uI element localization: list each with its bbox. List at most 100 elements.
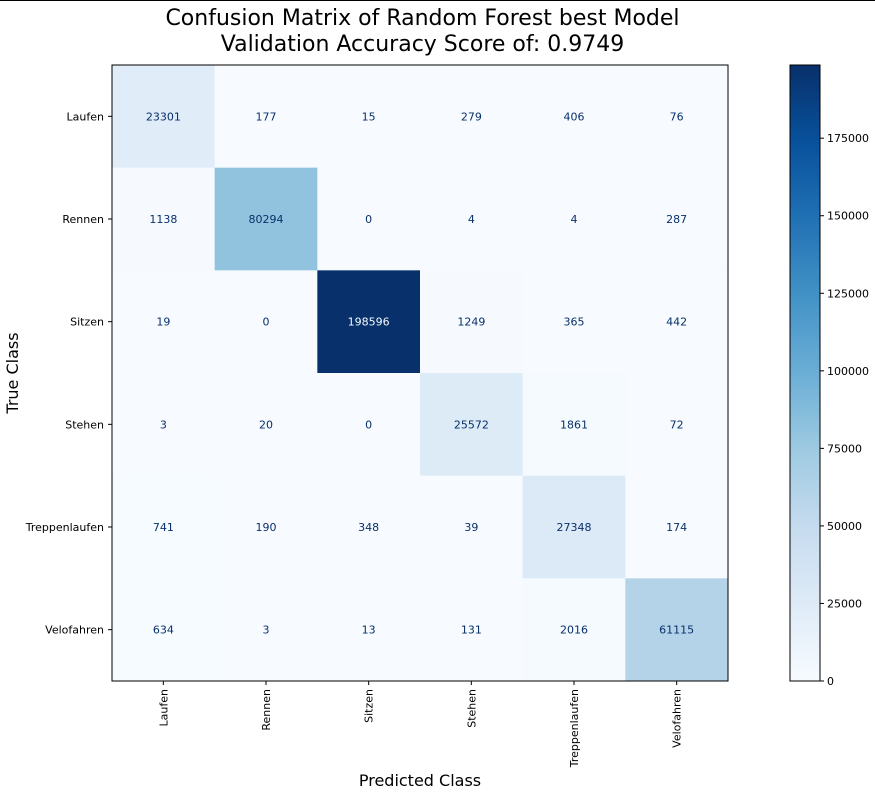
x-tick-label: Laufen [157, 689, 170, 726]
cell-treppenlaufen-laufen [112, 475, 216, 579]
cell-value-label: 348 [358, 521, 379, 534]
cell-value-label: 3 [160, 418, 167, 431]
cell-stehen-velofahren [625, 373, 729, 477]
cell-velofahren-stehen [420, 578, 524, 682]
cell-value-label: 174 [666, 521, 687, 534]
cell-value-label: 20 [259, 418, 273, 431]
colorbar-tick-label: 25000 [827, 597, 862, 610]
cell-value-label: 13 [362, 624, 376, 637]
cell-sitzen-stehen [420, 270, 524, 374]
cell-value-label: 365 [564, 316, 585, 329]
cell-value-label: 190 [256, 521, 277, 534]
cell-value-label: 39 [464, 521, 478, 534]
cell-sitzen-sitzen [317, 270, 421, 374]
cell-laufen-laufen [112, 65, 216, 169]
cell-rennen-rennen [214, 167, 318, 271]
colorbar-ticks: 0 25000 50000 75000 100000 125000 150000 175000 [820, 132, 869, 688]
y-tick-label: Sitzen [70, 316, 104, 329]
cell-treppenlaufen-velofahren [625, 475, 729, 579]
cell-sitzen-velofahren [625, 270, 729, 374]
cell-value-label: 25572 [454, 418, 489, 431]
cell-treppenlaufen-sitzen [317, 475, 421, 579]
cell-value-label: 634 [153, 624, 174, 637]
x-tick-label: Treppenlaufen [568, 689, 581, 768]
cell-treppenlaufen-rennen [214, 475, 318, 579]
cell-stehen-rennen [214, 373, 318, 477]
cell-value-label: 72 [670, 418, 684, 431]
cell-value-label: 442 [666, 316, 687, 329]
cell-value-label: 27348 [557, 521, 592, 534]
cell-value-label: 131 [461, 624, 482, 637]
cell-velofahren-treppenlaufen [522, 578, 626, 682]
cell-value-label: 1249 [457, 316, 485, 329]
cell-velofahren-laufen [112, 578, 216, 682]
cell-value-label: 0 [365, 213, 372, 226]
cell-treppenlaufen-stehen [420, 475, 524, 579]
top-border [0, 0, 875, 1]
cell-rennen-treppenlaufen [522, 167, 626, 271]
colorbar-tick-label: 150000 [827, 210, 869, 223]
cell-treppenlaufen-treppenlaufen [522, 475, 626, 579]
cell-value-label: 4 [468, 213, 475, 226]
cell-value-label: 0 [263, 316, 270, 329]
y-tick-label: Stehen [65, 418, 104, 431]
cell-stehen-laufen [112, 373, 216, 477]
cell-value-label: 3 [263, 624, 270, 637]
cell-velofahren-velofahren [625, 578, 729, 682]
cell-value-label: 15 [362, 110, 376, 123]
cell-value-label: 61115 [659, 624, 694, 637]
cell-laufen-rennen [214, 65, 318, 169]
cell-value-label: 4 [571, 213, 578, 226]
x-tick-label: Velofahren [671, 689, 684, 748]
colorbar [789, 64, 821, 682]
cell-velofahren-sitzen [317, 578, 421, 682]
cell-value-label: 1138 [149, 213, 177, 226]
colorbar-tick-label: 75000 [827, 442, 862, 455]
colorbar-tick-label: 125000 [827, 287, 869, 300]
cell-rennen-stehen [420, 167, 524, 271]
plot-frame [111, 64, 729, 682]
x-tick-label: Stehen [465, 689, 478, 728]
cell-rennen-laufen [112, 167, 216, 271]
cell-value-label: 80294 [249, 213, 284, 226]
cell-value-label: 406 [564, 110, 585, 123]
cell-stehen-treppenlaufen [522, 373, 626, 477]
cell-value-label: 1861 [560, 418, 588, 431]
y-tick-label: Rennen [62, 213, 104, 226]
chart-subtitle: Validation Accuracy Score of: 0.9749 [220, 32, 625, 57]
cell-rennen-sitzen [317, 167, 421, 271]
y-tick-label: Velofahren [45, 624, 104, 637]
cell-sitzen-treppenlaufen [522, 270, 626, 374]
cell-stehen-stehen [420, 373, 524, 477]
cell-sitzen-laufen [112, 270, 216, 374]
cell-velofahren-rennen [214, 578, 318, 682]
cell-laufen-velofahren [625, 65, 729, 169]
x-tick-label: Sitzen [363, 689, 376, 723]
x-axis-title: Predicted Class [359, 771, 481, 790]
cell-value-label: 279 [461, 110, 482, 123]
y-tick-label: Laufen [67, 110, 104, 123]
y-axis-title: True Class [3, 332, 22, 414]
colorbar-tick-label: 100000 [827, 365, 869, 378]
colorbar-tick-label: 175000 [827, 132, 869, 145]
cell-rennen-velofahren [625, 167, 729, 271]
cell-laufen-treppenlaufen [522, 65, 626, 169]
cell-value-label: 19 [156, 316, 170, 329]
cell-value-label: 198596 [348, 316, 390, 329]
cell-value-label: 76 [670, 110, 684, 123]
cell-sitzen-rennen [214, 270, 318, 374]
cell-value-label: 287 [666, 213, 687, 226]
colorbar-tick-label: 50000 [827, 520, 862, 533]
cell-value-label: 2016 [560, 624, 588, 637]
cell-stehen-sitzen [317, 373, 421, 477]
cell-value-label: 741 [153, 521, 174, 534]
cell-value-label: 0 [365, 418, 372, 431]
cell-laufen-sitzen [317, 65, 421, 169]
chart-title: Confusion Matrix of Random Forest best M… [165, 6, 680, 31]
colorbar-tick-label: 0 [827, 675, 834, 688]
cell-value-label: 23301 [146, 110, 181, 123]
cell-value-label: 177 [256, 110, 277, 123]
x-tick-label: Rennen [260, 689, 273, 731]
